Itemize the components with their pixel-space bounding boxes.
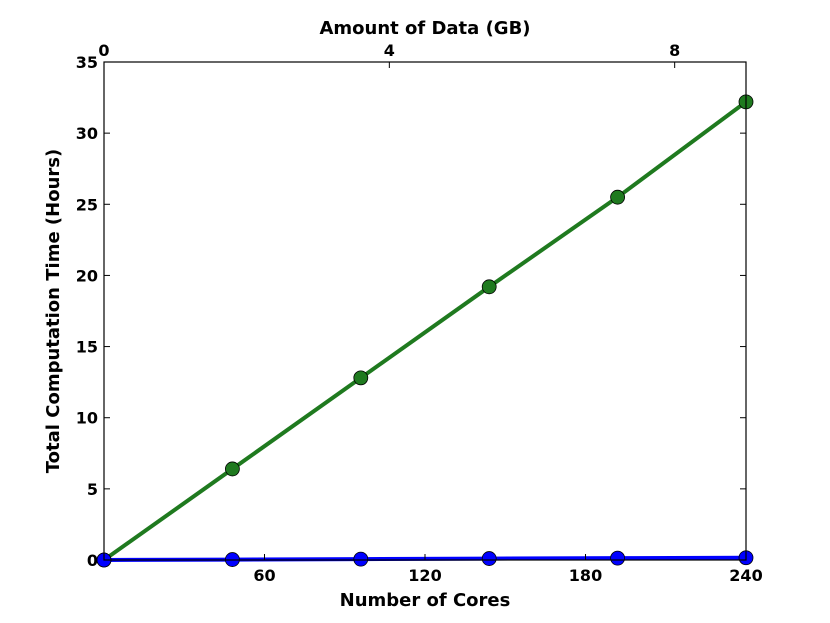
x-tick-label: 120 bbox=[408, 566, 441, 585]
y-tick-label: 15 bbox=[76, 338, 98, 357]
series-2-point bbox=[481, 551, 497, 566]
x-axis-title: Number of Cores bbox=[340, 590, 511, 611]
y-tick-label: 5 bbox=[87, 480, 98, 499]
series-2-point bbox=[610, 550, 625, 566]
x-tick-label: 240 bbox=[729, 566, 762, 585]
y-tick-label: 20 bbox=[76, 266, 98, 285]
y-tick-label: 10 bbox=[76, 409, 98, 428]
y-tick-label: 30 bbox=[76, 124, 98, 143]
series-1-point bbox=[481, 279, 497, 295]
x2-tick-label: 4 bbox=[384, 41, 395, 60]
series-1-point bbox=[353, 370, 369, 386]
x2-tick-label: 0 bbox=[98, 41, 109, 60]
series-2-point bbox=[353, 551, 369, 567]
x-tick-label: 180 bbox=[569, 566, 602, 585]
plot-area bbox=[104, 62, 746, 560]
series-1-point bbox=[224, 461, 240, 477]
x2-tick-label: 8 bbox=[669, 41, 680, 60]
y-axis-title: Total Computation Time (Hours) bbox=[43, 149, 64, 473]
tick-layer: 0 5 10 15 20 25 30 35 60 120 180 240 0 4 8 bbox=[76, 41, 763, 585]
y-tick-label: 35 bbox=[76, 53, 98, 72]
x-tick-label: 60 bbox=[253, 566, 275, 585]
y-tick-label: 0 bbox=[87, 551, 98, 570]
series-line-1 bbox=[102, 100, 748, 562]
series-1-point bbox=[610, 189, 625, 205]
x2-axis-title: Amount of Data (GB) bbox=[319, 18, 530, 39]
y-tick-label: 25 bbox=[76, 195, 98, 214]
